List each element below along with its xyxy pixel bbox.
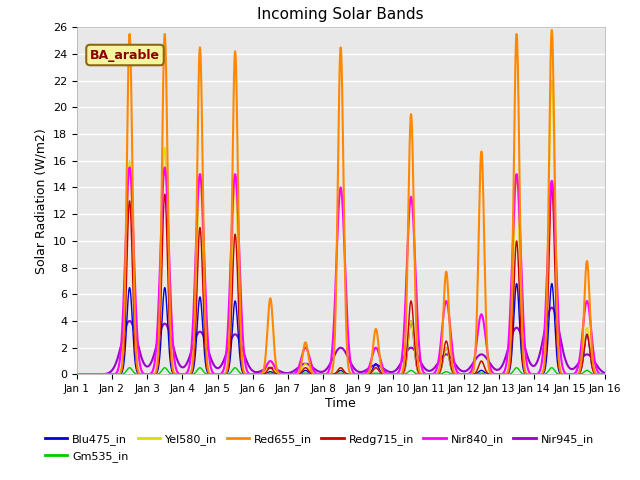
Yel580_in: [133, 365, 141, 371]
Nir945_in: [275, 368, 283, 374]
Redg715_in: [133, 366, 141, 372]
Redg715_in: [534, 372, 541, 377]
Blu475_in: [548, 281, 556, 287]
Line: Yel580_in: Yel580_in: [77, 81, 605, 374]
Blu475_in: [133, 369, 141, 374]
Yel580_in: [548, 78, 556, 84]
Blu475_in: [73, 372, 81, 377]
Redg715_in: [298, 368, 306, 374]
Nir840_in: [298, 352, 306, 358]
Nir945_in: [164, 326, 172, 332]
Blu475_in: [275, 372, 283, 377]
Yel580_in: [591, 370, 598, 376]
Gm535_in: [534, 372, 541, 377]
Legend: Blu475_in, Gm535_in, Yel580_in, Red655_in, Redg715_in, Nir840_in, Nir945_in: Blu475_in, Gm535_in, Yel580_in, Red655_i…: [40, 430, 599, 466]
Nir945_in: [548, 305, 556, 311]
Nir840_in: [275, 370, 283, 376]
X-axis label: Time: Time: [325, 397, 356, 410]
Red655_in: [591, 368, 598, 373]
Nir945_in: [298, 362, 306, 368]
Gm535_in: [275, 372, 283, 377]
Red655_in: [164, 218, 172, 224]
Yel580_in: [275, 372, 283, 377]
Yel580_in: [73, 372, 81, 377]
Gm535_in: [591, 372, 598, 377]
Yel580_in: [601, 372, 609, 377]
Nir840_in: [164, 231, 172, 237]
Red655_in: [534, 372, 541, 377]
Gm535_in: [298, 371, 306, 377]
Line: Red655_in: Red655_in: [77, 30, 605, 374]
Redg715_in: [164, 290, 172, 296]
Gm535_in: [73, 372, 81, 377]
Blu475_in: [298, 370, 306, 375]
Y-axis label: Solar Radiation (W/m2): Solar Radiation (W/m2): [35, 128, 47, 274]
Title: Incoming Solar Bands: Incoming Solar Bands: [257, 7, 424, 22]
Line: Gm535_in: Gm535_in: [77, 368, 605, 374]
Blu475_in: [164, 332, 172, 338]
Gm535_in: [601, 372, 609, 377]
Nir945_in: [601, 370, 609, 376]
Nir840_in: [133, 330, 141, 336]
Line: Blu475_in: Blu475_in: [77, 284, 605, 374]
Yel580_in: [298, 366, 306, 372]
Redg715_in: [73, 372, 81, 377]
Blu475_in: [591, 370, 598, 376]
Line: Nir945_in: Nir945_in: [77, 308, 605, 374]
Line: Redg715_in: Redg715_in: [77, 188, 605, 374]
Gm535_in: [164, 369, 172, 374]
Gm535_in: [125, 365, 133, 371]
Red655_in: [275, 371, 283, 377]
Red655_in: [298, 356, 306, 362]
Yel580_in: [534, 372, 541, 377]
Nir840_in: [534, 371, 541, 377]
Redg715_in: [548, 185, 556, 191]
Nir840_in: [591, 356, 598, 361]
Nir945_in: [591, 359, 598, 365]
Blu475_in: [534, 372, 541, 377]
Line: Nir840_in: Nir840_in: [77, 168, 605, 374]
Text: BA_arable: BA_arable: [90, 48, 160, 61]
Red655_in: [133, 361, 141, 367]
Redg715_in: [275, 372, 283, 377]
Redg715_in: [591, 370, 598, 376]
Nir945_in: [534, 359, 541, 364]
Redg715_in: [601, 372, 609, 377]
Red655_in: [73, 372, 81, 377]
Nir840_in: [125, 165, 133, 170]
Red655_in: [548, 27, 556, 33]
Red655_in: [601, 372, 609, 377]
Nir840_in: [73, 372, 81, 377]
Yel580_in: [164, 269, 172, 275]
Nir840_in: [601, 372, 609, 377]
Gm535_in: [133, 372, 141, 377]
Nir945_in: [73, 372, 81, 377]
Nir945_in: [133, 337, 141, 343]
Blu475_in: [601, 372, 609, 377]
